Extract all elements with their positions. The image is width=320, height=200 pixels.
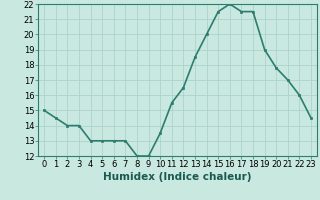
X-axis label: Humidex (Indice chaleur): Humidex (Indice chaleur) xyxy=(103,172,252,182)
